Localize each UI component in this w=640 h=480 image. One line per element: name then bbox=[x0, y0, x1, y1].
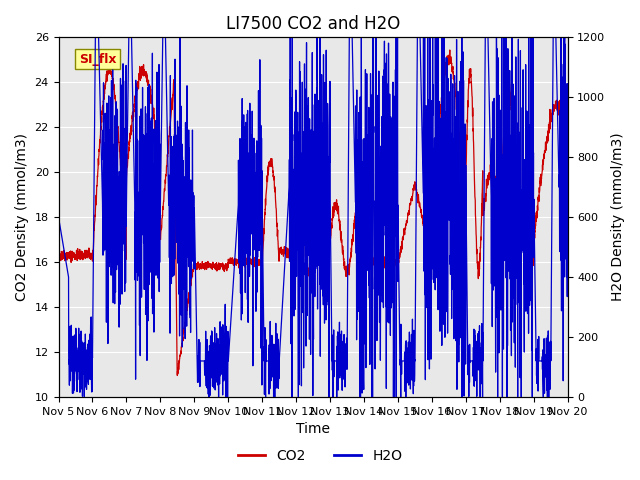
CO2 bbox=[54, 251, 62, 257]
H2O bbox=[554, 129, 562, 135]
Line: CO2: CO2 bbox=[58, 50, 568, 375]
CO2 bbox=[499, 143, 507, 148]
CO2 bbox=[173, 372, 181, 378]
Title: LI7500 CO2 and H2O: LI7500 CO2 and H2O bbox=[226, 15, 400, 33]
CO2 bbox=[113, 109, 120, 115]
H2O bbox=[564, 289, 572, 295]
CO2 bbox=[446, 47, 454, 53]
CO2 bbox=[564, 128, 572, 134]
CO2 bbox=[143, 79, 150, 85]
Text: SI_flx: SI_flx bbox=[79, 52, 116, 65]
Y-axis label: CO2 Density (mmol/m3): CO2 Density (mmol/m3) bbox=[15, 133, 29, 301]
H2O bbox=[499, 201, 507, 206]
H2O bbox=[81, 394, 88, 400]
CO2 bbox=[272, 205, 280, 211]
H2O bbox=[92, 35, 99, 40]
H2O bbox=[272, 337, 280, 343]
H2O bbox=[54, 214, 62, 220]
CO2 bbox=[554, 100, 562, 106]
X-axis label: Time: Time bbox=[296, 422, 330, 436]
H2O bbox=[143, 266, 151, 272]
H2O bbox=[113, 262, 121, 268]
Y-axis label: H2O Density (mmol/m3): H2O Density (mmol/m3) bbox=[611, 133, 625, 301]
CO2 bbox=[250, 264, 258, 269]
Line: H2O: H2O bbox=[58, 37, 568, 397]
Legend: CO2, H2O: CO2, H2O bbox=[232, 443, 408, 468]
H2O bbox=[250, 197, 258, 203]
